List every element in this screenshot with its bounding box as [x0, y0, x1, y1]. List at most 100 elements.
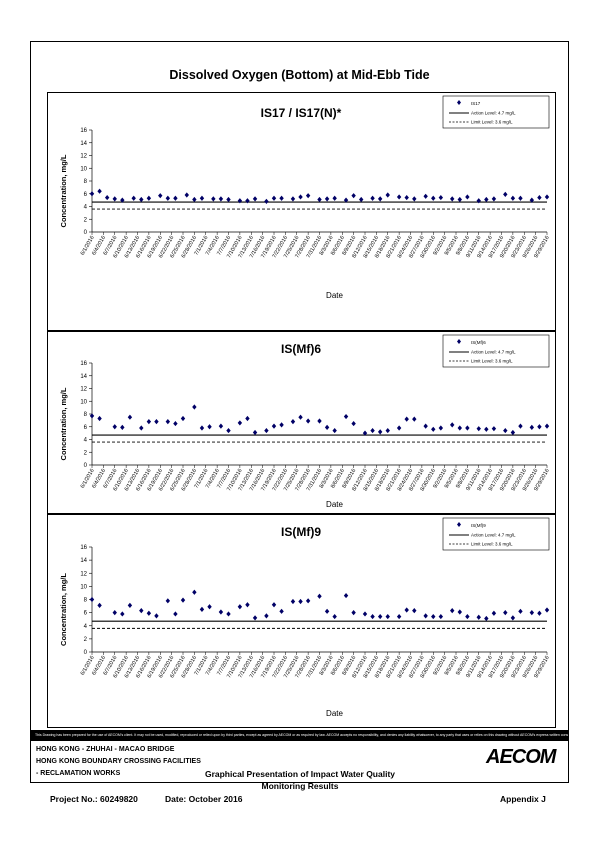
legend-limit-label: Limit Level: 3.6 mg/L [471, 542, 513, 547]
chart-ismf6: IS(Mf)6 IS(Mf)6 Action Level: 4.7 mg/L Limi… [59, 334, 551, 509]
data-point [192, 589, 197, 595]
data-point [252, 196, 258, 202]
data-point [317, 593, 322, 599]
data-point [165, 195, 171, 201]
data-point [396, 425, 402, 431]
legend-action-label: Action Level: 4.7 mg/L [471, 111, 516, 116]
data-point [450, 422, 455, 428]
data-point [218, 196, 224, 202]
data-point [537, 194, 542, 201]
y-axis-label: Concentration, mg/L [59, 387, 68, 460]
data-point [343, 197, 349, 203]
data-point [180, 597, 186, 603]
footer-line-2: HONG KONG BOUNDARY CROSSING FACILITIES [36, 758, 201, 765]
data-point [359, 196, 364, 203]
data-point [491, 196, 497, 202]
y-tick-label: 4 [84, 624, 88, 630]
data-point [252, 429, 258, 436]
footer-line-3: - RECLAMATION WORKS [36, 770, 121, 777]
data-point [154, 419, 159, 425]
data-point [404, 416, 409, 422]
data-point [491, 426, 497, 432]
data-point [305, 418, 311, 424]
data-point [438, 613, 444, 620]
data-point [127, 602, 133, 609]
data-point [431, 426, 436, 432]
data-point [503, 427, 508, 434]
data-point [404, 607, 409, 613]
page-title: Dissolved Oxygen (Bottom) at Mid-Ebb Tid… [169, 68, 430, 82]
legend-limit-label: Limit Level: 3.6 mg/L [471, 359, 513, 364]
data-point [385, 613, 390, 620]
data-point [290, 419, 296, 425]
data-point [332, 195, 337, 201]
data-point [226, 427, 231, 434]
data-point [423, 423, 428, 429]
data-point [298, 194, 303, 200]
legend-marker-icon [457, 100, 461, 105]
data-point [412, 608, 417, 614]
data-point [537, 610, 542, 616]
data-point [245, 602, 250, 608]
data-point [465, 425, 470, 431]
data-point [89, 596, 95, 603]
data-point [207, 604, 212, 610]
data-point [139, 608, 144, 614]
y-tick-label: 16 [80, 545, 87, 551]
legend-series-label: IS(Mf)6 [471, 340, 486, 345]
data-point [537, 424, 542, 430]
footer-center-title-1: Graphical Presentation of Impact Water Q… [204, 769, 396, 779]
data-point [192, 404, 197, 410]
data-point [484, 196, 489, 203]
data-point [279, 195, 284, 201]
data-point [431, 195, 436, 201]
data-point [450, 608, 455, 614]
x-axis-label: Date [326, 291, 343, 300]
legend-marker-icon [457, 339, 461, 344]
data-point [245, 415, 250, 422]
data-point [120, 197, 125, 203]
data-point [412, 416, 417, 422]
data-point [438, 194, 444, 201]
data-point [423, 613, 428, 619]
data-point [165, 598, 171, 604]
data-point [211, 196, 216, 202]
aecom-logo: AECOM [486, 746, 556, 768]
data-point [396, 613, 402, 620]
y-tick-label: 2 [84, 450, 88, 456]
data-point [370, 427, 375, 434]
data-point [173, 420, 178, 427]
data-point [165, 419, 171, 425]
data-point [370, 613, 375, 620]
footer-center-title-2: Monitoring Results [261, 781, 339, 791]
data-point [279, 422, 284, 428]
data-point [264, 198, 269, 204]
appendix-label: Appendix J [500, 794, 546, 804]
data-point [377, 196, 383, 202]
report-date: Date: October 2016 [165, 794, 243, 804]
data-point [146, 610, 152, 616]
data-point [518, 195, 523, 201]
data-point [510, 429, 516, 436]
data-point [510, 615, 516, 621]
data-point [173, 195, 178, 201]
data-point [158, 193, 163, 199]
legend-box [442, 95, 550, 129]
y-tick-label: 4 [84, 205, 88, 211]
data-point [112, 424, 117, 430]
data-point [385, 192, 390, 198]
data-point [404, 194, 409, 201]
data-point [305, 598, 311, 604]
chart-ismf9: IS(Mf)9 IS(Mf)9 Action Level: 4.7 mg/L Limi… [59, 517, 551, 718]
data-point [199, 606, 205, 612]
data-point [370, 195, 375, 201]
data-point [465, 613, 470, 620]
data-point [218, 423, 224, 429]
legend-series-label: IS(Mf)9 [471, 523, 486, 528]
data-point [377, 613, 383, 620]
data-point [385, 427, 390, 434]
y-tick-label: 6 [84, 425, 88, 431]
y-tick-label: 0 [84, 230, 88, 236]
y-tick-label: 6 [84, 192, 88, 198]
y-tick-label: 4 [84, 438, 88, 444]
